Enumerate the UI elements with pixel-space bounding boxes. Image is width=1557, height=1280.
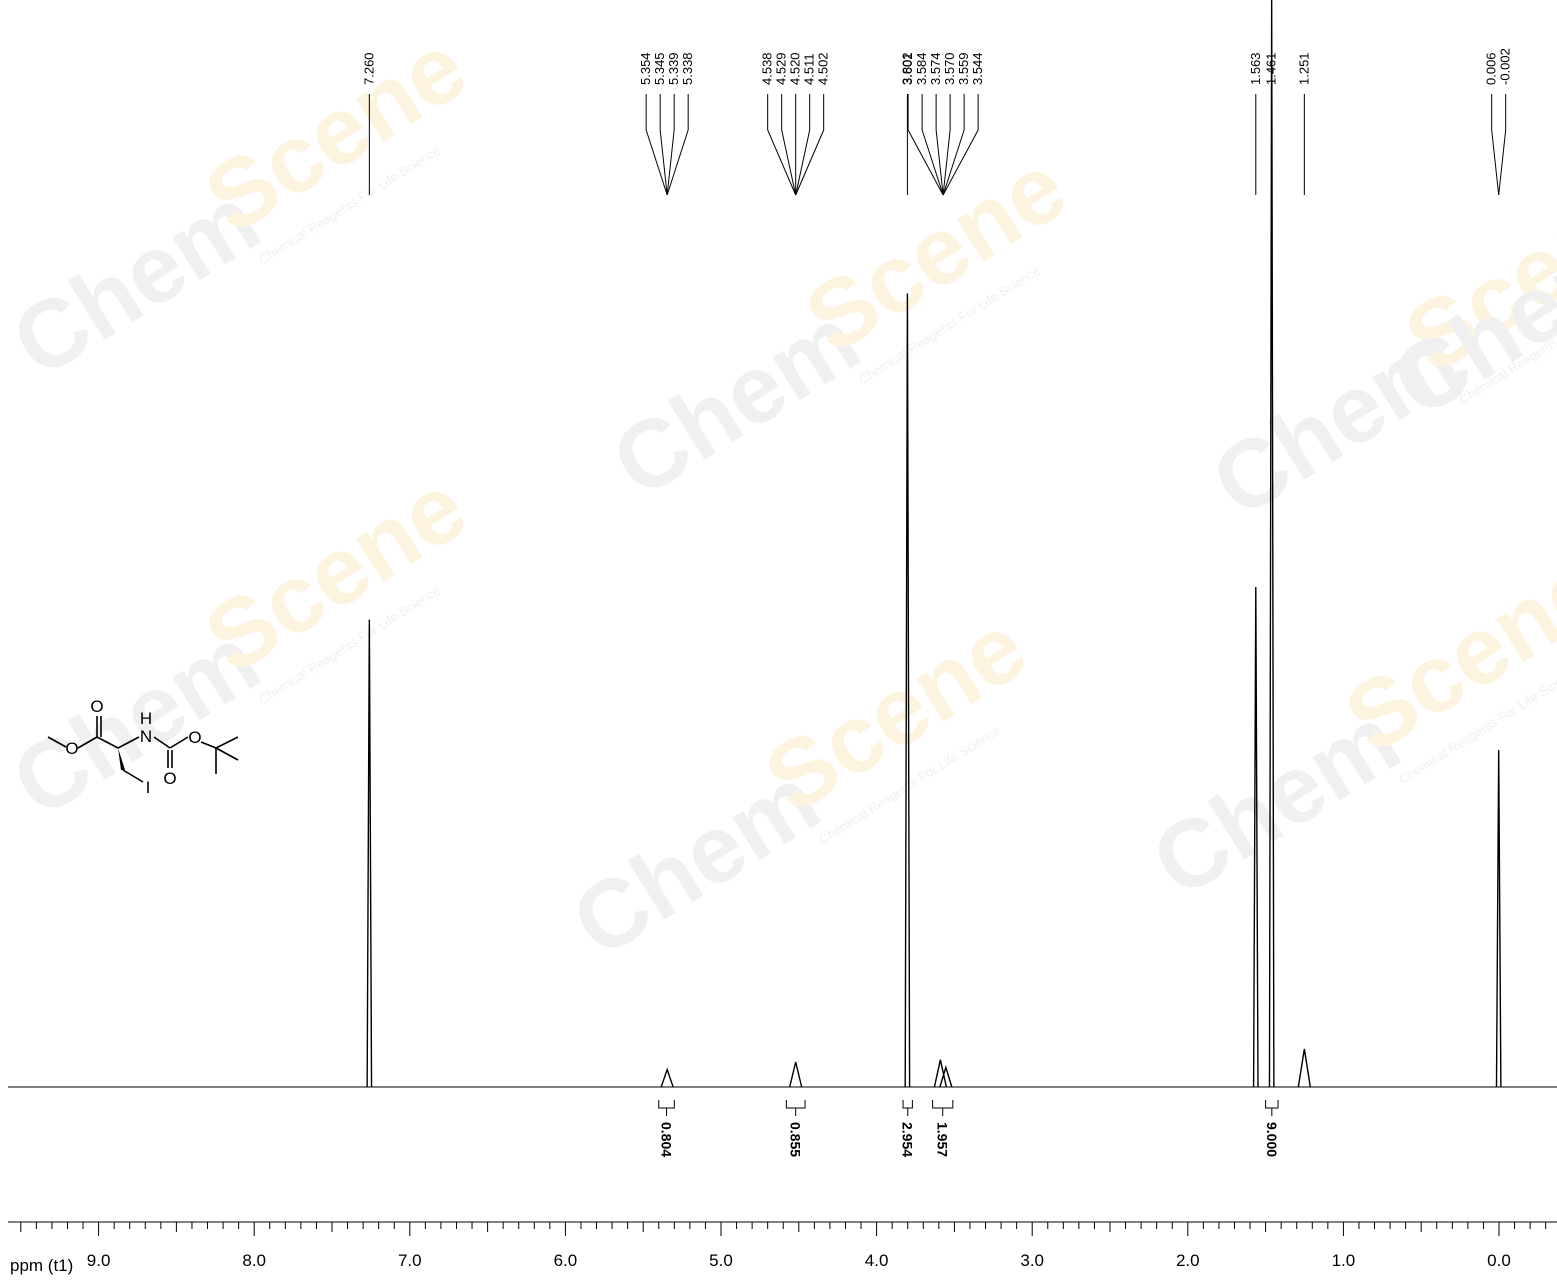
peak-shift-label: 3.559 <box>956 52 971 85</box>
atom-label: O <box>65 739 78 758</box>
atom-label: I <box>146 778 151 797</box>
x-tick-label: 2.0 <box>1176 1251 1200 1270</box>
integral-value: 1.957 <box>935 1122 951 1157</box>
peak-shift-label: 3.570 <box>942 52 957 85</box>
peak-shift-label: 4.511 <box>802 53 817 85</box>
x-tick-label: 9.0 <box>87 1251 111 1270</box>
spectrum-peak <box>660 1067 674 1088</box>
peak-shift-label: 4.502 <box>816 52 831 85</box>
peak-shift-label: 5.345 <box>652 52 667 85</box>
peak-shift-label: 5.354 <box>638 52 653 85</box>
integrals: 0.804 0.855 2.954 1.957 9.000 <box>658 1100 1280 1157</box>
x-tick-label: 7.0 <box>398 1251 422 1270</box>
peak-shift-label: 5.339 <box>666 52 681 85</box>
peak-shift-label: 4.520 <box>788 52 803 85</box>
integral-value: 0.855 <box>788 1122 804 1157</box>
x-tick-label: 0.0 <box>1487 1251 1511 1270</box>
peak-shift-label: 3.574 <box>928 52 943 85</box>
x-tick-label: 1.0 <box>1332 1251 1356 1270</box>
integral-value: 2.954 <box>900 1122 916 1157</box>
integral-bracket <box>1265 1100 1279 1116</box>
peak-fan-line <box>767 129 797 196</box>
peak-shift-label: 3.802 <box>899 52 914 85</box>
peak-labels: 7.260 5.354 5.345 5.339 5.338 4.538 4.529 4.520… <box>361 48 1513 196</box>
peak-fan-line <box>1491 129 1500 196</box>
peak-fan-line <box>781 129 797 196</box>
molecule-atom-labels: O O N H O O I <box>65 697 201 797</box>
integral-bracket <box>902 1100 913 1116</box>
peak-shift-label: 1.563 <box>1248 52 1263 85</box>
peak-fan-line <box>935 129 944 196</box>
spectrum-peak <box>789 1061 803 1088</box>
peak-fan-line <box>659 129 668 196</box>
peak-shift-label: 1.251 <box>1296 52 1311 85</box>
spectrum-peak <box>1495 750 1502 1088</box>
spectrum-peak <box>1297 1048 1312 1088</box>
integral-value: 9.000 <box>1264 1122 1280 1157</box>
atom-label: O <box>163 769 176 788</box>
spectrum-peak <box>1268 0 1275 1088</box>
integral-value: 0.804 <box>659 1122 675 1157</box>
x-tick-label: 8.0 <box>242 1251 266 1270</box>
x-tick-label: 6.0 <box>554 1251 578 1270</box>
peak-shift-label: 5.338 <box>680 52 695 85</box>
peak-shift-label: 4.529 <box>774 52 789 85</box>
spectrum-peak <box>933 1059 948 1088</box>
x-axis: 9.0 8.0 7.0 6.0 5.0 4.0 3.0 2.0 1.0 0.0 <box>8 1221 1557 1270</box>
watermark-brand2: Scene <box>1327 533 1557 774</box>
spectrum-trace <box>8 0 1557 1088</box>
x-tick-label: 5.0 <box>709 1251 733 1270</box>
peak-fan-line <box>942 129 951 196</box>
peak-fan-line <box>942 129 965 196</box>
peak-fan-line <box>921 129 944 196</box>
peak-fan-line <box>666 129 689 196</box>
peak-shift-label: 3.584 <box>914 52 929 85</box>
peak-shift-label: 3.601 <box>900 52 915 85</box>
peak-fan-line <box>1498 129 1507 196</box>
peak-fan-line <box>645 129 668 196</box>
peak-shift-label: 7.260 <box>361 52 376 85</box>
peak-shift-label: -0.002 <box>1498 48 1513 85</box>
peak-shift-label: 0.006 <box>1484 52 1499 85</box>
atom-label: O <box>188 728 201 747</box>
peak-shift-label: 3.544 <box>970 52 985 85</box>
atom-label: O <box>90 697 103 716</box>
integral-bracket <box>932 1100 954 1116</box>
x-tick-label: 4.0 <box>865 1251 889 1270</box>
peak-fan-line <box>907 129 944 196</box>
peak-fan-line <box>795 129 811 196</box>
peak-shift-label: 4.538 <box>760 52 775 85</box>
spectrum-peak <box>904 293 911 1088</box>
atom-label: N <box>140 727 152 746</box>
spectrum-peak <box>1252 586 1259 1088</box>
atom-label: H <box>140 709 152 728</box>
x-tick-label: 3.0 <box>1020 1251 1044 1270</box>
x-axis-title: ppm (t1) <box>10 1256 73 1275</box>
integral-bracket <box>785 1100 806 1116</box>
molecule-structure <box>47 716 239 783</box>
spectrum-peak <box>366 619 373 1088</box>
integral-bracket <box>658 1100 675 1116</box>
peak-fan-line <box>666 129 675 196</box>
peak-fan-line <box>795 129 825 196</box>
peak-fan-line <box>942 129 979 196</box>
spectrum-peak <box>939 1065 953 1088</box>
